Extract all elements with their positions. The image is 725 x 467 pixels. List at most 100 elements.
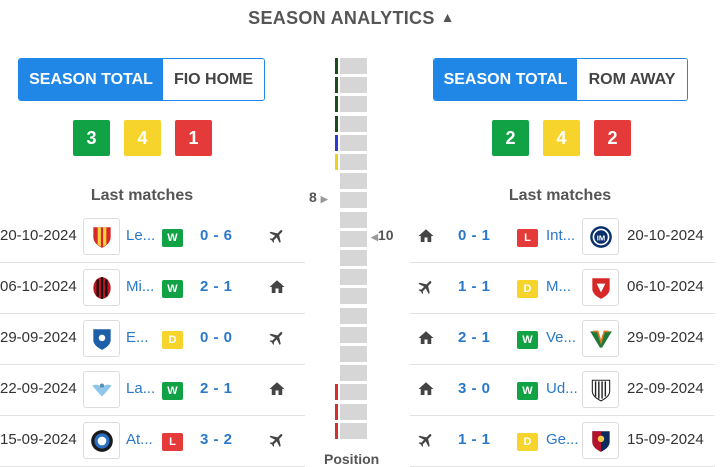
match-score[interactable]: 0 - 1 [458,227,491,244]
team-name-link[interactable]: E... [126,329,149,346]
home-losses-count: 1 [175,120,212,156]
result-badge: L [517,229,538,247]
match-date: 15-09-2024 [627,431,704,448]
plane-icon [268,227,286,245]
position-cell [340,250,367,266]
plane-icon [417,431,435,449]
team-name-link[interactable]: Ge... [546,431,579,448]
team-name-link[interactable]: At... [126,431,153,448]
position-cell [340,404,367,420]
position-cell [340,269,367,285]
position-cell [340,96,367,112]
team-name-link[interactable]: La... [126,380,156,397]
atalanta-crest-icon [83,422,120,459]
home-match-row[interactable]: 29-09-2024 E... D 0 - 0 [0,314,305,365]
match-score[interactable]: 3 - 2 [200,431,233,448]
team-name-link[interactable]: Le... [126,227,156,244]
home-icon [417,380,435,398]
team-name-link[interactable]: Int... [546,227,576,244]
result-badge: D [517,280,538,298]
position-cell [340,116,367,132]
match-score[interactable]: 0 - 0 [200,329,233,346]
home-icon [268,278,286,296]
match-score[interactable]: 3 - 0 [458,380,491,397]
udinese-crest-icon [582,371,619,408]
match-date: 29-09-2024 [627,329,704,346]
position-zone-marker [335,77,338,93]
home-icon [268,380,286,398]
home-position-value: 8 [309,189,317,205]
position-cell [340,288,367,304]
match-date: 06-10-2024 [0,278,77,295]
match-score[interactable]: 2 - 1 [200,380,233,397]
result-badge: W [517,331,538,349]
home-match-row[interactable]: 15-09-2024 At... L 3 - 2 [0,416,305,467]
away-toggle: SEASON TOTAL ROM AWAY [433,58,688,101]
match-date: 29-09-2024 [0,329,77,346]
home-draws-count: 4 [124,120,161,156]
svg-text:IM: IM [596,233,604,242]
arrow-right-icon: ▶ [320,194,328,204]
genoa-crest-icon [582,422,619,459]
lazio-crest-icon [83,371,120,408]
position-cell [340,154,367,170]
match-date: 20-10-2024 [627,227,704,244]
plane-icon [417,278,435,296]
season-analytics-header[interactable]: SEASON ANALYTICS ▲ [0,8,703,29]
empoli-crest-icon [83,320,120,357]
home-match-row[interactable]: 20-10-2024 Le... W 0 - 6 [0,212,305,263]
position-cell [340,173,367,189]
home-match-row[interactable]: 22-09-2024 La... W 2 - 1 [0,365,305,416]
away-losses-count: 2 [594,120,631,156]
away-match-row[interactable]: 20-10-2024 IM Int... L 0 - 1 [410,212,715,263]
venezia-crest-icon [582,320,619,357]
home-match-row[interactable]: 06-10-2024 Mi... W 2 - 1 [0,263,305,314]
match-score[interactable]: 2 - 1 [200,278,233,295]
home-icon [417,227,435,245]
away-match-row[interactable]: 29-09-2024 Ve... W 2 - 1 [410,314,715,365]
position-cell [340,308,367,324]
team-name-link[interactable]: Ve... [546,329,577,346]
home-result-counts: 3 4 1 [73,120,212,156]
away-position-marker: ◀10 [371,227,394,243]
plane-icon [268,329,286,347]
away-position-value: 10 [377,227,394,243]
position-zone-marker [335,154,338,170]
match-date: 15-09-2024 [0,431,77,448]
position-cell [340,135,367,151]
away-match-row[interactable]: 15-09-2024 Ge... D 1 - 1 [410,416,715,467]
away-match-row[interactable]: 06-10-2024 M... D 1 - 1 [410,263,715,314]
home-fio-home-button[interactable]: FIO HOME [163,59,264,100]
away-match-row[interactable]: 22-09-2024 Ud... W 3 - 0 [410,365,715,416]
position-cell [340,365,367,381]
position-zone-marker [335,404,338,420]
match-score[interactable]: 1 - 1 [458,431,491,448]
match-date: 20-10-2024 [0,227,77,244]
home-icon [417,329,435,347]
position-zone-marker [335,96,338,112]
arrow-left-icon: ◀ [371,232,378,242]
position-cell [340,384,367,400]
match-date: 22-09-2024 [0,380,77,397]
match-score[interactable]: 2 - 1 [458,329,491,346]
team-name-link[interactable]: Ud... [546,380,578,397]
away-rom-away-button[interactable]: ROM AWAY [577,59,687,100]
home-position-marker: 8 ▶ [309,189,328,205]
position-cell [340,327,367,343]
season-analytics-title: SEASON ANALYTICS [248,8,435,28]
position-cell [340,192,367,208]
team-name-link[interactable]: Mi... [126,278,155,295]
result-badge: W [162,280,183,298]
match-score[interactable]: 1 - 1 [458,278,491,295]
position-label: Position [324,451,380,467]
away-season-total-button[interactable]: SEASON TOTAL [434,59,577,100]
home-season-total-button[interactable]: SEASON TOTAL [19,59,163,100]
away-last-matches-title: Last matches [508,187,612,204]
match-score[interactable]: 0 - 6 [200,227,233,244]
away-wins-count: 2 [492,120,529,156]
position-cell [340,58,367,74]
chevron-up-icon: ▲ [440,9,455,25]
position-zone-marker [335,423,338,439]
team-name-link[interactable]: M... [546,278,571,295]
position-zone-marker [335,116,338,132]
